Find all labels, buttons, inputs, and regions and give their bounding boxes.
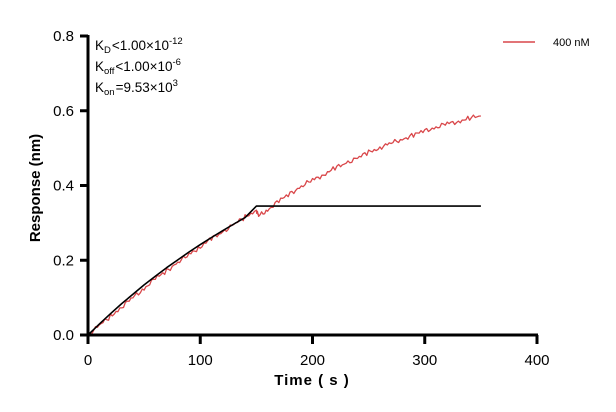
kd-annotation: KD<1.00×10-12 [95,36,183,56]
x-tick-label: 400 [524,352,549,369]
legend: 400 nM [503,37,590,49]
koff-annotation: Koff<1.00×10-6 [95,57,181,77]
kon-annotation: Kon=9.53×103 [95,78,178,98]
x-tick-label: 100 [188,352,213,369]
plot-series [87,114,481,336]
y-axis: 0.0 0.2 0.4 0.6 0.8 [53,28,90,344]
kinetic-constants-annotation: KD<1.00×10-12 Koff<1.00×10-6 Kon=9.53×10… [95,36,183,98]
x-tick-label: 300 [412,352,437,369]
x-tick-label: 200 [300,352,325,369]
y-axis-title: Response (nm) [27,134,44,242]
x-tick-label: 0 [84,352,92,369]
x-axis-title: Time ( s ) [274,372,350,389]
y-tick-label: 0.6 [53,103,74,120]
y-tick-label: 0.2 [53,252,74,269]
legend-label-400nm: 400 nM [553,37,590,49]
series-line-400nm [87,114,481,336]
y-tick-label: 0.8 [53,28,74,45]
x-axis: 0 100 200 300 400 [80,333,550,369]
y-tick-label: 0.4 [53,178,74,195]
fit-curve [87,205,481,336]
y-tick-label: 0.0 [53,327,74,344]
